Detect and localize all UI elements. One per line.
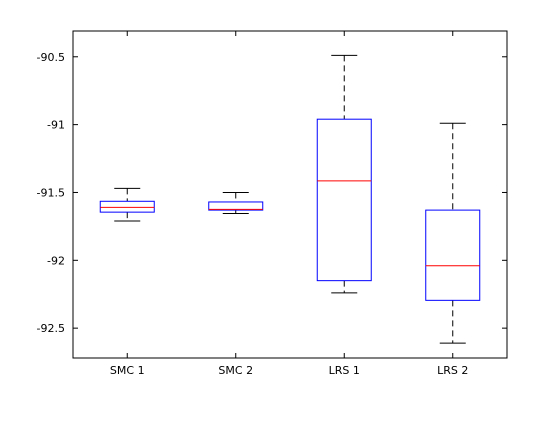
x-axis-ticks: SMC 1 SMC 2 LRS 1 LRS 2 — [110, 31, 468, 377]
y-tick-label: -92.5 — [37, 322, 65, 335]
x-tick-label: SMC 2 — [218, 364, 253, 377]
x-tick-label: LRS 1 — [329, 364, 360, 377]
y-tick-label: -91 — [47, 119, 65, 132]
iqr-box — [316, 118, 372, 282]
box-item — [208, 191, 264, 214]
x-tick-label: SMC 1 — [110, 364, 145, 377]
iqr-box — [208, 201, 264, 211]
y-tick-label: -91.5 — [37, 186, 65, 199]
iqr-box — [99, 200, 155, 213]
box-item — [316, 54, 372, 294]
box-item — [99, 187, 155, 222]
box-item — [425, 122, 481, 344]
y-tick-label: -90.5 — [37, 51, 65, 64]
plot-frame — [72, 30, 508, 359]
y-tick-label: -92 — [47, 254, 65, 267]
y-axis-ticks: -90.5 -91 -91.5 -92 -92.5 — [37, 51, 507, 335]
iqr-box — [425, 209, 481, 301]
x-tick-label: LRS 2 — [437, 364, 468, 377]
box-series — [99, 54, 481, 344]
